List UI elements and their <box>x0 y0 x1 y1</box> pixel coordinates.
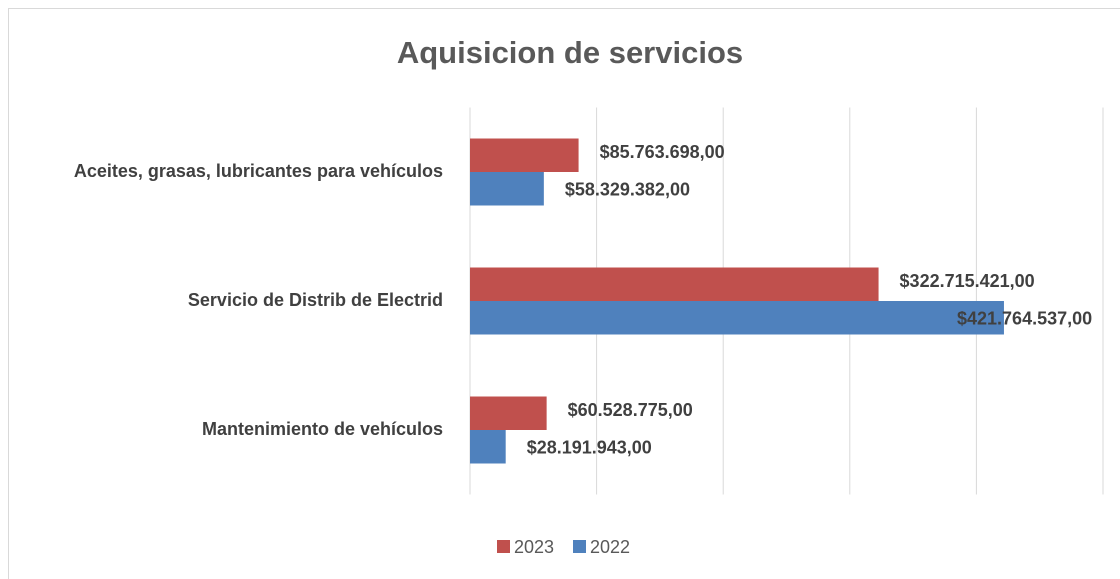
data-label: $58.329.382,00 <box>565 180 690 200</box>
legend-label: 2022 <box>590 537 630 557</box>
y-tick-label: Mantenimiento de vehículos <box>202 419 443 439</box>
bar <box>470 172 544 206</box>
bar <box>470 430 506 464</box>
bar <box>470 138 579 172</box>
legend-swatch <box>573 540 586 553</box>
legend-label: 2023 <box>514 537 554 557</box>
bar <box>470 301 1004 335</box>
data-label: $85.763.698,00 <box>600 142 725 162</box>
legend-swatch <box>497 540 510 553</box>
data-label: $60.528.775,00 <box>568 400 693 420</box>
chart-title: Aquisicion de servicios <box>397 35 743 70</box>
y-tick-label: Servicio de Distrib de Electrid <box>188 290 443 310</box>
data-label: $421.764.537,00 <box>957 309 1092 329</box>
bar <box>470 396 547 430</box>
bar <box>470 267 879 301</box>
y-tick-label: Aceites, grasas, lubricantes para vehícu… <box>74 161 443 181</box>
data-label: $322.715.421,00 <box>900 271 1035 291</box>
chart-border <box>8 8 1120 579</box>
data-label: $28.191.943,00 <box>527 438 652 458</box>
